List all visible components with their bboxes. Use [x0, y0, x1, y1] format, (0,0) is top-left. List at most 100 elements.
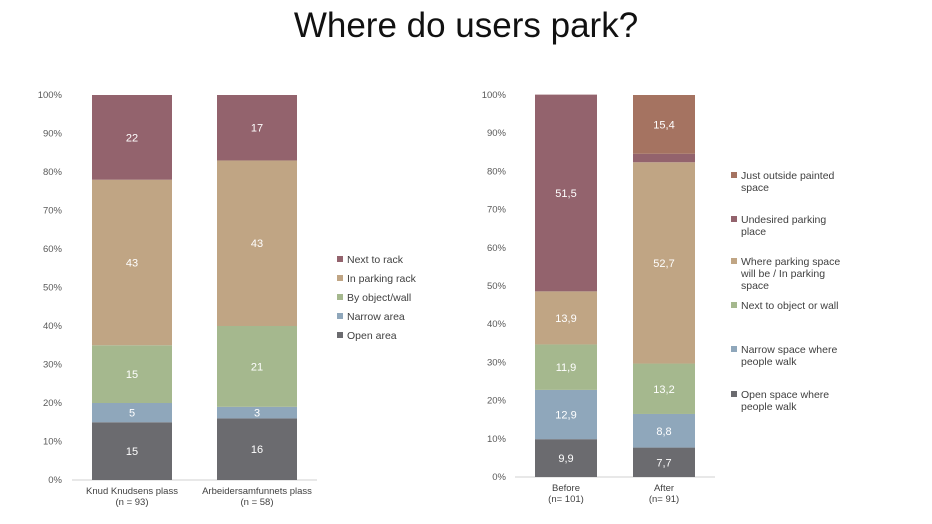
- left-data-label: 21: [251, 361, 263, 373]
- left-legend-label: In parking rack: [347, 273, 417, 285]
- left-legend-label: Narrow area: [347, 311, 405, 323]
- left-legend-swatch: [337, 256, 343, 262]
- right-bar-segment: [633, 413, 695, 448]
- right-legend-swatch: [731, 302, 737, 308]
- right-legend-label: space: [741, 182, 769, 194]
- right-y-tick-label: 10%: [487, 434, 507, 445]
- right-y-tick-label: 60%: [487, 243, 507, 254]
- left-legend-label: By object/wall: [347, 292, 411, 304]
- left-data-label: 22: [126, 132, 138, 144]
- right-legend-label: Next to object or wall: [741, 300, 838, 312]
- left-data-label: 43: [126, 257, 138, 269]
- right-y-tick-label: 20%: [487, 396, 507, 407]
- left-bar-segment: [92, 345, 172, 403]
- right-y-tick-label: 50%: [487, 281, 507, 292]
- right-data-label: 8,8: [656, 426, 671, 438]
- right-bar-segment: [535, 344, 597, 390]
- right-y-tick-label: 100%: [482, 90, 507, 101]
- right-data-label: 13,2: [653, 384, 674, 396]
- left-data-label: 15: [126, 446, 138, 458]
- right-data-label: 9,9: [558, 453, 573, 465]
- left-y-tick-label: 90%: [43, 129, 63, 140]
- right-bar-segment: [535, 291, 597, 345]
- left-y-tick-label: 20%: [43, 398, 63, 409]
- right-y-tick-label: 80%: [487, 166, 507, 177]
- right-legend-label: Narrow space where: [741, 344, 837, 356]
- right-data-label: 13,9: [555, 313, 576, 325]
- right-legend-label: people walk: [741, 356, 797, 368]
- right-legend-label: will be / In parking: [740, 268, 825, 280]
- left-category-label: (n = 93): [115, 497, 148, 508]
- left-y-tick-label: 100%: [38, 90, 63, 101]
- right-bar-segment: [633, 162, 695, 364]
- left-legend-swatch: [337, 294, 343, 300]
- right-bar-segment: [633, 447, 695, 477]
- left-data-label: 16: [251, 444, 263, 456]
- right-data-label: 12,9: [555, 410, 576, 422]
- left-bar-segment: [217, 418, 297, 480]
- left-bar-segment: [217, 160, 297, 326]
- left-data-label: 5: [129, 408, 135, 420]
- right-legend-swatch: [731, 258, 737, 264]
- left-category-label: (n = 58): [240, 497, 273, 508]
- left-bar-segment: [92, 179, 172, 346]
- right-legend-label: space: [741, 280, 769, 292]
- left-y-tick-label: 60%: [43, 244, 63, 255]
- right-y-tick-label: 90%: [487, 128, 507, 139]
- left-data-label: 43: [251, 238, 263, 250]
- slide-title: Where do users park?: [293, 6, 639, 45]
- left-legend-swatch: [337, 275, 343, 281]
- right-data-label: 51,5: [555, 188, 576, 200]
- left-y-tick-label: 10%: [43, 437, 63, 448]
- right-legend-swatch: [731, 172, 737, 178]
- left-y-tick-label: 50%: [43, 283, 63, 294]
- right-legend-swatch: [731, 216, 737, 222]
- left-data-label: 3: [254, 408, 260, 420]
- left-y-tick-label: 80%: [43, 167, 63, 178]
- right-bar-segment: [535, 389, 597, 440]
- right-y-tick-label: 70%: [487, 205, 507, 216]
- right-category-label: (n= 91): [649, 494, 679, 505]
- left-bar-segment: [92, 95, 172, 180]
- left-category-label: Knud Knudsens plass: [86, 486, 178, 497]
- left-bar-segment: [92, 422, 172, 480]
- left-category-label: Arbeidersamfunnets plass: [202, 486, 312, 497]
- right-legend-label: Open space where: [741, 389, 829, 401]
- right-y-tick-label: 40%: [487, 319, 507, 330]
- left-data-label: 15: [126, 369, 138, 381]
- right-y-tick-label: 30%: [487, 357, 507, 368]
- right-data-label: 7,7: [656, 457, 671, 469]
- right-category-label: After: [654, 483, 674, 494]
- right-legend-swatch: [731, 391, 737, 397]
- left-data-label: 17: [251, 123, 263, 135]
- right-legend-swatch: [731, 346, 737, 352]
- left-y-tick-label: 30%: [43, 360, 63, 371]
- right-legend-label: Just outside painted: [741, 170, 835, 182]
- left-y-tick-label: 0%: [48, 475, 62, 486]
- right-legend-label: people walk: [741, 401, 797, 413]
- left-y-tick-label: 70%: [43, 206, 63, 217]
- left-legend-swatch: [337, 332, 343, 338]
- left-legend-label: Next to rack: [347, 254, 404, 266]
- right-data-label: 15,4: [653, 119, 674, 131]
- right-data-label: 52,7: [653, 258, 674, 270]
- left-bar-segment: [92, 403, 172, 423]
- right-bar-segment: [535, 439, 597, 477]
- right-category-label: (n= 101): [548, 494, 584, 505]
- right-bar-segment: [535, 94, 597, 292]
- left-legend-swatch: [337, 313, 343, 319]
- right-bar-segment: [633, 363, 695, 414]
- left-bar-segment: [217, 326, 297, 407]
- left-legend-label: Open area: [347, 330, 397, 342]
- left-y-tick-label: 40%: [43, 321, 63, 332]
- right-bar-segment: [633, 95, 695, 154]
- right-bar-segment: [633, 153, 695, 163]
- right-legend-label: place: [741, 226, 766, 238]
- left-bar-segment: [217, 95, 297, 161]
- right-legend-label: Where parking space: [741, 256, 840, 268]
- left-bar-segment: [217, 406, 297, 419]
- right-legend-label: Undesired parking: [741, 214, 826, 226]
- right-y-tick-label: 0%: [492, 472, 506, 483]
